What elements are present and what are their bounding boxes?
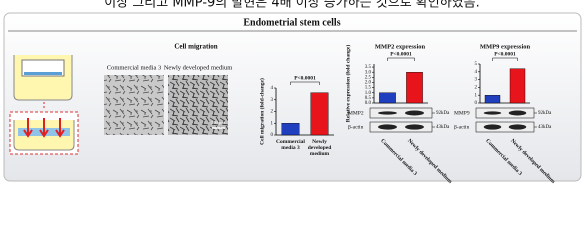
blot-size: 43kDa (436, 125, 450, 130)
blot-band (405, 110, 424, 116)
micrograph (104, 75, 164, 135)
blot-label: β-actin (454, 124, 470, 130)
blot-size: 92kDa (538, 111, 552, 116)
y-tick-label: 2.0 (365, 81, 372, 86)
x-tick-label: Newly developed medium (308, 139, 332, 157)
blot-band (378, 111, 397, 115)
blot-band (483, 124, 502, 130)
panel (3, 12, 582, 182)
migration-title: Cell migration (174, 43, 217, 51)
micrograph (168, 75, 228, 135)
y-tick-label: 3 (475, 78, 478, 83)
transwell-diagram (9, 55, 79, 155)
y-tick-label: 1.5 (365, 86, 372, 91)
blot-band (405, 124, 424, 130)
blot-size: 92kDa (436, 111, 450, 116)
significance-bracket (387, 57, 415, 61)
y-tick-label: 0 (271, 133, 274, 138)
bar (379, 92, 396, 104)
y-tick-label: 2 (475, 86, 478, 91)
image-label: Newly developed medium (164, 64, 233, 71)
significance-bracket (492, 57, 518, 61)
y-tick-label: 0 (475, 101, 478, 106)
blot-band (508, 124, 527, 130)
figure: 이상 그리고 MMP-9의 발현은 4배 이상 증가하는 것으로 확인하였음. … (3, 0, 582, 185)
y-tick-label: 1.0 (365, 91, 372, 96)
y-tick-label: 3.0 (365, 70, 372, 75)
p-value: P<0.0001 (494, 51, 516, 57)
blot-label: MMP2 (348, 110, 364, 116)
y-tick-label: 4 (271, 86, 274, 91)
y-tick-label: 2.5 (365, 75, 372, 80)
y-tick-label: 1 (271, 121, 274, 126)
panel-title: Endometrial stem cells (243, 17, 340, 28)
y-tick-label: 3 (271, 98, 274, 103)
blot-band (378, 124, 397, 130)
bar (484, 94, 501, 104)
x-tick-label: Commercial media 3 (276, 139, 305, 151)
y-tick-label: 0.0 (365, 101, 372, 106)
y-tick-label: 5 (475, 62, 478, 67)
y-tick-label: 0.5 (365, 96, 372, 101)
blot-size: 43kDa (538, 125, 552, 130)
bar (281, 123, 300, 136)
y-tick-label: 1 (475, 93, 478, 98)
blot-band (508, 110, 527, 116)
y-tick-label: 4 (475, 70, 478, 75)
scale-label: 200 µm (211, 120, 225, 125)
chart-title: MMP2 expression (375, 43, 426, 50)
bar (310, 92, 329, 136)
blot-label: MMP9 (454, 110, 470, 116)
y-axis-label: Cell migration (fold-change) (258, 78, 265, 145)
significance-bracket (290, 81, 320, 85)
bar (509, 68, 526, 104)
p-value: P<0.0001 (390, 51, 412, 57)
blot-label: β-actin (348, 124, 364, 130)
y-tick-label: 3.5 (365, 65, 372, 70)
blot-band (483, 111, 502, 115)
bar (406, 72, 423, 104)
chart-title: MMP9 expression (480, 43, 531, 50)
y-axis-label: Relative expression (fold change) (344, 45, 351, 123)
y-tick-label: 2 (271, 110, 274, 115)
p-value: P<0.0001 (294, 75, 316, 81)
image-label: Commercial media 3 (107, 64, 162, 71)
top-text: 이상 그리고 MMP-9의 발현은 4배 이상 증가하는 것으로 확인하였음. (104, 0, 479, 11)
